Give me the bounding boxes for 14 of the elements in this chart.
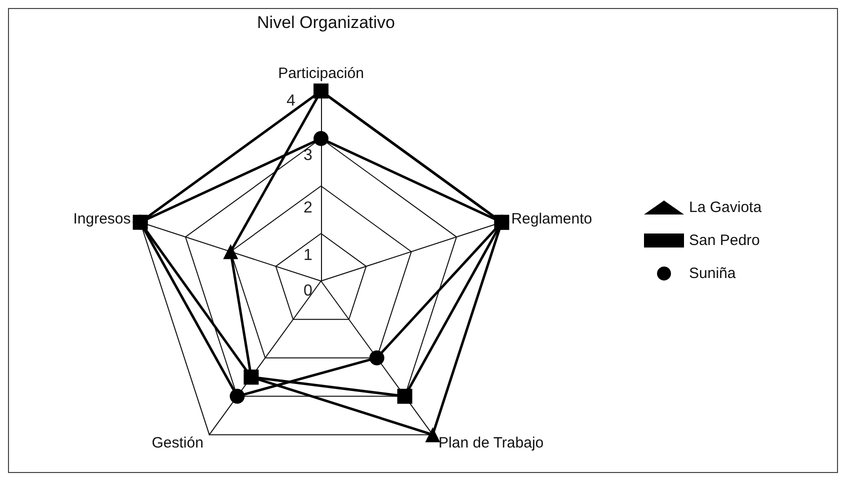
spoke-label: Participación [278, 65, 364, 82]
spoke-label: Ingresos [73, 210, 131, 228]
legend-label: Suniña [689, 265, 736, 282]
spoke-label: Plan de Trabajo [438, 434, 544, 452]
spoke-label: Gestión [152, 434, 204, 452]
legend-label: La Gaviota [689, 199, 762, 216]
y-tick-label: 2 [304, 200, 313, 216]
spoke-label: Reglamento [511, 210, 592, 228]
y-tick-label: 3 [304, 147, 313, 164]
y-tick-label: 1 [304, 247, 313, 264]
legend-label: San Pedro [689, 232, 760, 249]
y-tick-label: 4 [286, 92, 296, 110]
chart-title: Nivel Organizativo [257, 13, 395, 32]
y-tick-label: 0 [304, 282, 313, 300]
